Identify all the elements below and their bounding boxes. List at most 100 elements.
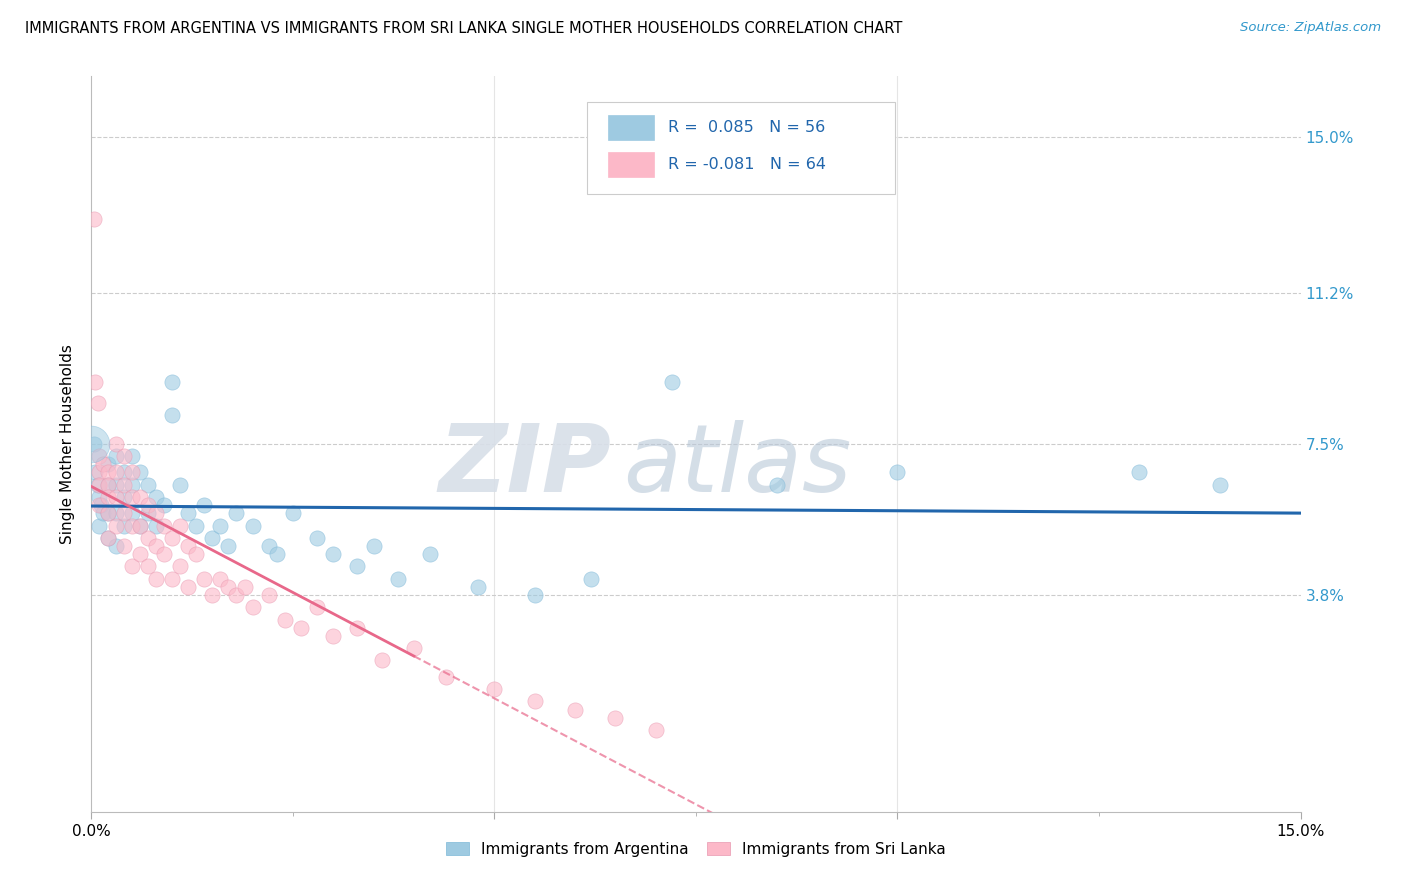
Point	[96, 477, 118, 491]
Point	[128, 518, 150, 533]
Point	[104, 477, 127, 491]
Point	[169, 477, 191, 491]
Point	[87, 396, 110, 410]
Point	[145, 518, 167, 533]
Point	[93, 457, 115, 471]
Point	[136, 531, 159, 545]
Point	[153, 498, 176, 512]
Point	[93, 506, 115, 520]
Point	[242, 600, 264, 615]
Point	[290, 621, 312, 635]
Point	[96, 506, 118, 520]
Point	[136, 559, 159, 574]
Point	[160, 408, 183, 422]
Point	[467, 580, 489, 594]
Point	[225, 506, 247, 520]
Point	[96, 457, 118, 471]
Point	[145, 490, 167, 504]
Point	[257, 588, 280, 602]
Point	[121, 466, 143, 480]
Point	[346, 621, 368, 635]
Point	[266, 547, 288, 561]
Point	[370, 653, 392, 667]
Point	[145, 539, 167, 553]
Point	[579, 572, 602, 586]
Point	[160, 531, 183, 545]
Point	[160, 572, 183, 586]
Point	[225, 588, 247, 602]
Point	[193, 498, 215, 512]
Point	[121, 518, 143, 533]
Point	[307, 600, 329, 615]
Point	[209, 518, 232, 533]
Point	[153, 518, 176, 533]
Point	[419, 547, 441, 561]
Legend: Immigrants from Argentina, Immigrants from Sri Lanka: Immigrants from Argentina, Immigrants fr…	[440, 836, 952, 863]
Point	[145, 506, 167, 520]
Point	[186, 547, 208, 561]
Point	[104, 518, 127, 533]
Point	[83, 437, 105, 451]
Point	[523, 694, 546, 708]
Point	[387, 572, 409, 586]
Point	[90, 498, 112, 512]
Point	[121, 506, 143, 520]
Point	[523, 588, 546, 602]
Point	[153, 547, 176, 561]
Point	[87, 477, 110, 491]
Text: R =  0.085   N = 56: R = 0.085 N = 56	[668, 120, 825, 135]
Point	[242, 518, 264, 533]
Point	[104, 449, 127, 463]
Point	[104, 506, 127, 520]
Point	[112, 506, 135, 520]
Point	[84, 376, 107, 390]
Point	[80, 437, 103, 451]
Point	[307, 531, 329, 545]
Point	[121, 477, 143, 491]
Point	[112, 466, 135, 480]
Point	[112, 449, 135, 463]
FancyBboxPatch shape	[607, 152, 654, 177]
Point	[89, 466, 111, 480]
Text: atlas: atlas	[623, 420, 852, 511]
Point	[136, 498, 159, 512]
Point	[177, 506, 200, 520]
Point	[128, 518, 150, 533]
Point	[209, 572, 232, 586]
Point	[201, 531, 224, 545]
Point	[1209, 477, 1232, 491]
Point	[136, 506, 159, 520]
Point	[96, 466, 118, 480]
Point	[112, 490, 135, 504]
Point	[661, 376, 683, 390]
Point	[217, 539, 239, 553]
Point	[128, 547, 150, 561]
Point	[104, 466, 127, 480]
Point	[177, 580, 200, 594]
Point	[201, 588, 224, 602]
Point	[434, 670, 457, 684]
Point	[121, 449, 143, 463]
Point	[89, 518, 111, 533]
Point	[233, 580, 256, 594]
Text: IMMIGRANTS FROM ARGENTINA VS IMMIGRANTS FROM SRI LANKA SINGLE MOTHER HOUSEHOLDS : IMMIGRANTS FROM ARGENTINA VS IMMIGRANTS …	[25, 21, 903, 36]
Point	[104, 490, 127, 504]
Point	[96, 506, 118, 520]
Point	[1128, 466, 1150, 480]
Point	[96, 531, 118, 545]
Point	[121, 559, 143, 574]
Point	[274, 613, 297, 627]
Point	[281, 506, 304, 520]
Point	[89, 477, 111, 491]
Text: ZIP: ZIP	[439, 420, 612, 512]
Point	[89, 449, 111, 463]
Point	[257, 539, 280, 553]
Point	[644, 723, 666, 737]
Text: R = -0.081   N = 64: R = -0.081 N = 64	[668, 157, 827, 171]
Point	[104, 539, 127, 553]
Point	[128, 466, 150, 480]
Point	[136, 477, 159, 491]
Point	[145, 572, 167, 586]
Point	[322, 629, 344, 643]
Y-axis label: Single Mother Households: Single Mother Households	[60, 343, 76, 544]
